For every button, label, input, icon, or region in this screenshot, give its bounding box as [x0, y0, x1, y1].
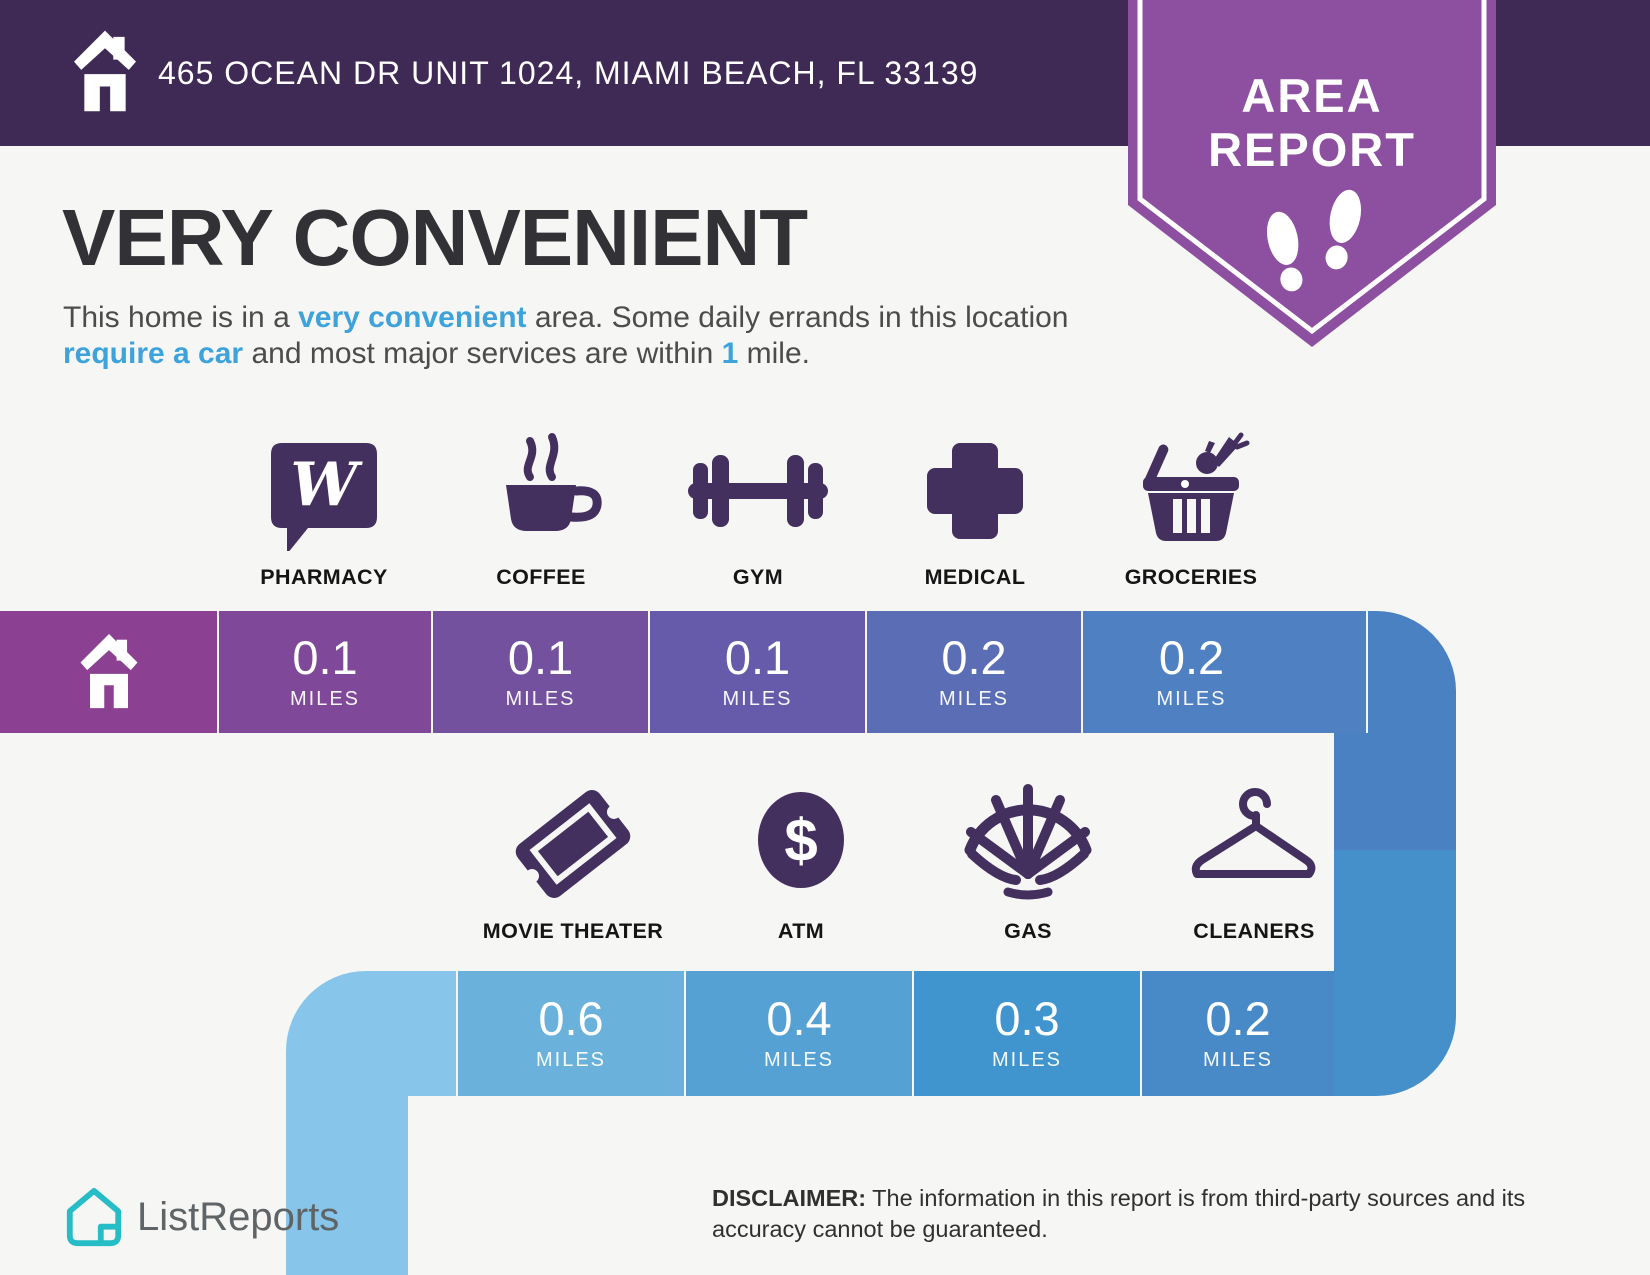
distance-unit: MILES [1156, 687, 1227, 710]
distance-medical: 0.2 MILES [867, 611, 1081, 733]
amenity-cleaners: CLEANERS [1134, 770, 1374, 944]
distance-value: 0.2 [941, 630, 1007, 684]
segment-cleaners [1142, 971, 1334, 1096]
listreports-icon [66, 1187, 122, 1247]
amenity-medical: MEDICAL [855, 410, 1095, 590]
distance-unit: MILES [763, 1049, 835, 1071]
distance-unit: MILES [938, 687, 1010, 710]
distance-atm: 0.4 MILES [686, 971, 912, 1096]
amenity-label: MOVIE THEATER [482, 919, 664, 943]
shell-icon [964, 784, 1092, 900]
property-address: 465 OCEAN DR UNIT 1024, MIAMI BEACH, FL … [158, 54, 979, 91]
segment-home [0, 611, 217, 733]
coffee-icon [506, 433, 602, 531]
amenity-label: MEDICAL [924, 565, 1026, 589]
segment-coffee [433, 611, 648, 733]
distance-value: 0.1 [507, 630, 574, 684]
page-title: VERY CONVENIENT [62, 193, 808, 282]
distance-unit: MILES [289, 687, 361, 710]
route-home-marker [0, 611, 217, 733]
distance-value: 0.2 [1205, 992, 1271, 1045]
route-turn-right-top [1334, 611, 1456, 850]
amenity-movie-theater: MOVIE THEATER [453, 770, 693, 944]
distance-unit: MILES [722, 687, 793, 710]
distance-gas: 0.3 MILES [914, 971, 1140, 1096]
disclaimer-label: DISCLAIMER: [712, 1185, 867, 1211]
route-inner-carve-top [0, 733, 1334, 971]
desc-text: This home is in a [63, 301, 299, 334]
amenity-gas: GAS [908, 770, 1148, 944]
distance-pharmacy: 0.1 MILES [219, 611, 431, 733]
amenity-label: GYM [732, 565, 784, 589]
svg-text:W: W [290, 450, 363, 520]
amenity-label: GAS [1004, 919, 1052, 943]
area-report-badge: AREA REPORT [1128, 0, 1496, 347]
hanger-icon [1191, 788, 1316, 878]
badge-inner-border [1137, 0, 1487, 335]
dumbbell-icon [688, 455, 828, 527]
distance-groceries: 0.2 MILES [1083, 611, 1300, 733]
desc-highlight: very convenient [298, 301, 527, 334]
dollar-circle-icon: $ [758, 792, 844, 888]
distance-value: 0.1 [724, 630, 791, 684]
badge-line1: AREA [1241, 69, 1382, 122]
pharmacy-icon: W [271, 443, 377, 551]
distance-gym: 0.1 MILES [650, 611, 865, 733]
distance-value: 0.3 [994, 992, 1060, 1045]
route-turn-left [286, 971, 456, 1275]
distance-unit: MILES [991, 1049, 1063, 1071]
desc-highlight: 1 [721, 337, 739, 370]
amenity-label: PHARMACY [260, 565, 388, 589]
medical-cross-icon [927, 443, 1023, 539]
distance-value: 0.1 [292, 630, 358, 684]
disclaimer: DISCLAIMER: The information in this repo… [712, 1183, 1546, 1245]
route-inner-carve-bottom [408, 1096, 1650, 1275]
svg-text:$: $ [784, 807, 817, 874]
desc-highlight: require a car [63, 337, 244, 370]
amenity-label: GROCERIES [1124, 565, 1258, 589]
brand-name: ListReports [137, 1194, 340, 1239]
distance-unit: MILES [1202, 1049, 1274, 1071]
distance-value: 0.4 [766, 992, 832, 1045]
distance-unit: MILES [535, 1049, 607, 1071]
segment-atm [686, 971, 912, 1096]
amenity-label: COFFEE [496, 565, 586, 589]
disclaimer-text: The information in this report is from t… [712, 1185, 1526, 1242]
intro-description: This home is in a very convenient area. … [63, 301, 1069, 370]
segment-medical [867, 611, 1081, 733]
amenity-coffee: COFFEE [421, 410, 661, 590]
grocery-basket-icon [1143, 432, 1250, 541]
segment-pharmacy [219, 611, 431, 733]
distance-value: 0.2 [1158, 630, 1225, 684]
amenity-atm: $ ATM [681, 770, 921, 944]
segment-gym [650, 611, 865, 733]
amenity-label: ATM [777, 919, 825, 943]
amenity-label: CLEANERS [1193, 919, 1315, 943]
distance-unit: MILES [505, 687, 576, 710]
movie-ticket-icon [515, 790, 631, 898]
amenity-groceries: GROCERIES [1071, 410, 1311, 590]
distance-coffee: 0.1 MILES [433, 611, 648, 733]
amenity-pharmacy: W PHARMACY [204, 410, 444, 590]
footprints-icon [1266, 189, 1362, 292]
segment-groceries [1083, 611, 1366, 733]
distance-cleaners: 0.2 MILES [1142, 971, 1334, 1096]
home-icon [80, 634, 137, 709]
segment-gas [914, 971, 1140, 1096]
distance-value: 0.6 [538, 992, 604, 1045]
amenity-gym: GYM [638, 410, 878, 590]
distance-movie-theater: 0.6 MILES [458, 971, 684, 1096]
route-turn-right-bottom [1334, 850, 1456, 1096]
listreports-logo: ListReports [63, 1186, 339, 1248]
home-icon [74, 30, 136, 112]
badge-line2: REPORT [1208, 123, 1416, 176]
segment-movie [458, 971, 684, 1096]
